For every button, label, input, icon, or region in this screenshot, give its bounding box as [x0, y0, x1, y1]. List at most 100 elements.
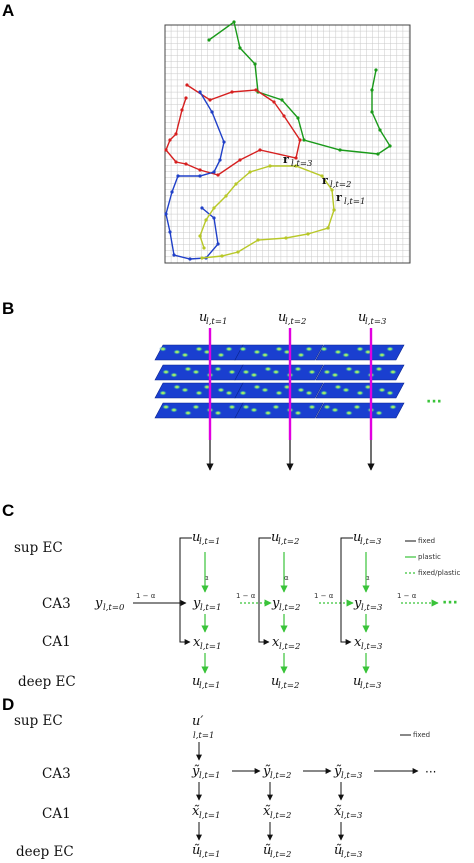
input-label-b-t1: u l,t=1 [199, 310, 227, 327]
arrow-c-u-x-fixed [179, 537, 192, 645]
node-c-y-t1-sub: l,t=1 [200, 603, 221, 613]
grid-cell-blob [261, 352, 269, 358]
node-d-x-t2-sub: l,t=2 [270, 811, 291, 821]
label-c-alpha-t2: α [284, 574, 289, 582]
r-label-t3-sub: l,t=3 [291, 159, 312, 169]
legend-c: fixed plastic fixed/plastic [405, 537, 460, 577]
trajectory-point [256, 238, 260, 242]
node-c-y0-var: y [94, 596, 103, 611]
node-c-u-t1-var: u [192, 530, 200, 545]
r-label-t1: r l,t=1 [336, 191, 365, 207]
grid-cell-blob [297, 387, 305, 393]
grid-cell-blob [356, 346, 364, 352]
input-b-t2-sub: l,t=2 [285, 317, 306, 327]
panel-label-a: A [2, 1, 14, 20]
trajectory-point [174, 160, 178, 164]
trajectory-point [326, 226, 330, 230]
legend-c-fixed: fixed [418, 537, 435, 545]
input-label-b-t3: u l,t=3 [358, 310, 386, 327]
trajectory-point [168, 138, 172, 142]
trajectory-point [185, 83, 189, 87]
trajectory-point [234, 182, 238, 186]
node-d-y-t2-var: ỹ [262, 764, 271, 779]
node-c-u-t3-sub: l,t=3 [360, 537, 381, 547]
trajectory-point [212, 170, 216, 174]
trajectory-grid [165, 25, 410, 264]
grid-cell-blob [217, 352, 225, 358]
node-c-y-t2-var: y [271, 596, 280, 611]
grid-cell-blob [378, 352, 386, 358]
node-d-u-t3-sub: l,t=3 [341, 850, 362, 860]
r-label-t2-sub: l,t=2 [330, 180, 351, 190]
grid-cell-blob [159, 346, 167, 352]
node-d-y-t1-sub: l,t=1 [199, 771, 220, 781]
grid-cell-blob [214, 366, 222, 372]
r-label-t3: r l,t=3 [283, 153, 312, 169]
grid-cell-blob [275, 346, 283, 352]
node-c-x-t3-sub: l,t=3 [361, 642, 382, 652]
grid-cell-blob [375, 410, 383, 416]
trajectory-point [198, 168, 202, 172]
trajectory-point [216, 242, 220, 246]
trajectory-point [212, 216, 216, 220]
node-c-uo-t1-var: u [192, 674, 200, 689]
node-c-y-t3-var: y [353, 596, 362, 611]
grid-cell-blob [261, 387, 269, 393]
grid-cell-blob [195, 346, 203, 352]
trajectory-path [165, 91, 225, 260]
grid-cell-blob [320, 390, 328, 396]
node-d-x-t3-sub: l,t=3 [341, 811, 362, 821]
grid-cell-blob [195, 390, 203, 396]
grid-cell-blob [250, 407, 258, 413]
trajectory-point [320, 174, 324, 178]
node-d-u-t1-sub: l,t=1 [199, 850, 220, 860]
grid-cell-blob [225, 346, 233, 352]
trajectory-point [224, 194, 228, 198]
node-d-y-t2-sub: l,t=2 [270, 771, 291, 781]
node-d-u-t2-sub: l,t=2 [270, 850, 291, 860]
node-d-u-top-var: u′ [192, 714, 203, 729]
grid-cell-blob [162, 404, 170, 410]
grid-cell-blob [214, 410, 222, 416]
trajectory-point [207, 38, 211, 42]
panel-c-ellipsis: ··· [442, 595, 458, 611]
grid-cell-blob [242, 369, 250, 375]
panel-d-arrows [196, 742, 419, 841]
trajectory-point [238, 46, 242, 50]
trajectory-point [306, 232, 310, 236]
node-c-u-t3-var: u [353, 530, 361, 545]
node-d-u-top: u′ l,t=1 [192, 714, 214, 741]
trajectory-point [218, 158, 222, 162]
trajectory-point [176, 174, 180, 178]
trajectory-point [268, 164, 272, 168]
label-c-one-minus-alpha-3: 1 − α [397, 592, 417, 600]
node-c-uo-t2-sub: l,t=2 [278, 681, 299, 691]
r-label-t2-var: r [322, 174, 328, 187]
column-c-t2: u l,t=2 α y l,t=2 x l,t=2 u l,t=2 [271, 530, 300, 691]
grid-cell-blob [331, 407, 339, 413]
column-d-t2: ỹ l,t=2 x̃ l,t=2 ũ l,t=2 [262, 764, 291, 860]
trajectory-point [253, 62, 257, 66]
grid-cell-blob [228, 369, 236, 375]
trajectory-point [204, 218, 208, 222]
trajectory-point [370, 88, 374, 92]
panel-label-c: C [2, 501, 14, 520]
row-d-sup-ec: sup EC [14, 713, 63, 729]
row-d-ca1: CA1 [42, 806, 71, 822]
trajectory-point [198, 90, 202, 94]
trajectory-point [230, 90, 234, 94]
grid-cell-blob [184, 366, 192, 372]
trajectory-point [208, 98, 212, 102]
node-c-u-t2-var: u [271, 530, 279, 545]
grid-cell-blob [320, 346, 328, 352]
grid-cell-blob [345, 410, 353, 416]
grid-cell-blob [173, 349, 181, 355]
grid-cell-blob [264, 410, 272, 416]
trajectory-point [294, 156, 298, 160]
node-c-y0-sub: l,t=0 [103, 603, 125, 613]
trajectory-point [184, 96, 188, 100]
label-c-alpha-t1: α [204, 574, 209, 582]
grid-cell-blob [192, 369, 200, 375]
trajectory-point [172, 253, 176, 257]
legend-d-fixed: fixed [413, 731, 430, 739]
